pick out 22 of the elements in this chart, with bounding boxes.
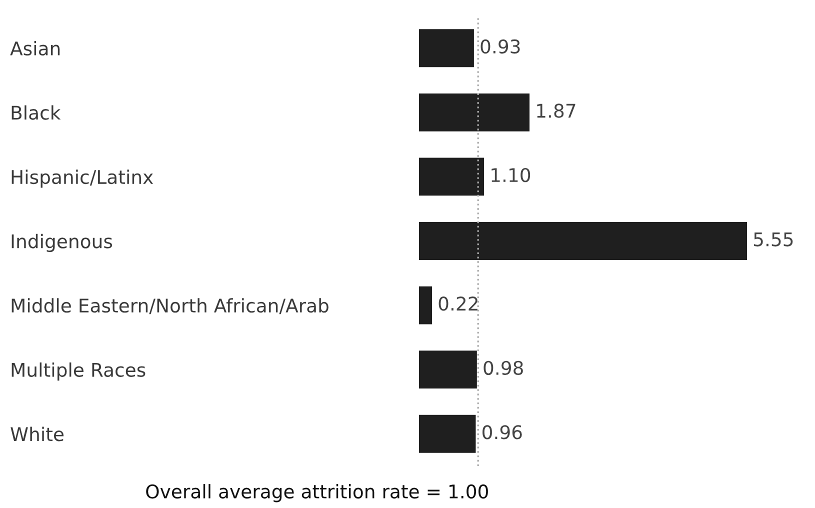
y-tick-label: Hispanic/Latinx <box>12 170 154 188</box>
y-tick-label: Multiple Races <box>12 362 146 381</box>
data-label: 0.22 <box>438 296 478 311</box>
bar <box>419 29 474 68</box>
bar <box>419 158 484 196</box>
data-label: 0.93 <box>480 39 520 54</box>
y-tick-label: Middle Eastern/North African/Arab <box>12 298 328 314</box>
y-tick-label: White <box>10 426 64 442</box>
y-tick-label: Asian <box>10 41 60 56</box>
data-label: 1.10 <box>492 168 530 182</box>
data-label: 1.87 <box>537 104 576 118</box>
bar <box>419 414 476 453</box>
bar <box>419 286 432 324</box>
y-tick-label: Black <box>12 105 61 120</box>
ref-line-label: Overall average attrition rate = 1.00 <box>146 484 488 502</box>
data-label: 5.55 <box>754 232 793 246</box>
data-label: 0.98 <box>484 360 523 376</box>
data-label: 0.96 <box>482 425 522 440</box>
bar <box>419 93 530 132</box>
bar <box>419 222 747 260</box>
y-tick-label: Indigenous <box>12 234 112 252</box>
bar <box>419 350 477 389</box>
